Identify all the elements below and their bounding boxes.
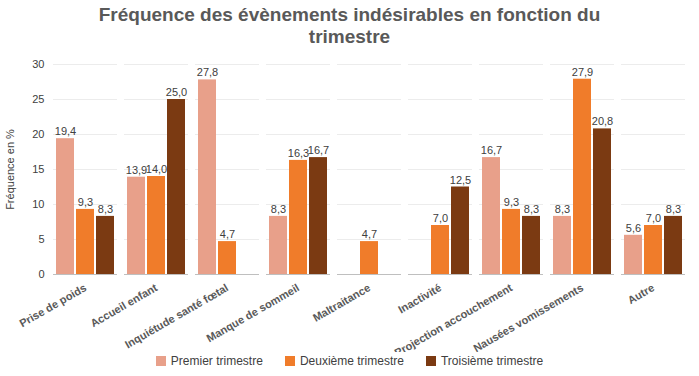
svg-text:15: 15 <box>32 163 44 175</box>
svg-text:Autre: Autre <box>625 281 656 306</box>
svg-text:19,4: 19,4 <box>55 125 76 137</box>
svg-text:27,9: 27,9 <box>572 66 593 78</box>
svg-text:9,3: 9,3 <box>504 196 519 208</box>
svg-text:13,9: 13,9 <box>126 164 147 176</box>
svg-text:9,3: 9,3 <box>78 196 93 208</box>
html-text:Troisième trimestre: Troisième trimestre <box>440 354 544 368</box>
svg-text:Inquiétude santé fœtal: Inquiétude santé fœtal <box>122 281 231 351</box>
svg-text:7,0: 7,0 <box>646 212 661 224</box>
svg-text:8,3: 8,3 <box>524 203 539 215</box>
svg-text:12,5: 12,5 <box>450 174 471 186</box>
svg-text:7,0: 7,0 <box>433 212 448 224</box>
html-text:Fréquence des évènements indés: Fréquence des évènements indésirables en… <box>98 4 601 47</box>
svg-text:27,8: 27,8 <box>197 66 218 78</box>
svg-text:4,7: 4,7 <box>362 228 377 240</box>
svg-text:0: 0 <box>38 268 44 280</box>
svg-text:8,3: 8,3 <box>666 203 681 215</box>
svg-text:8,3: 8,3 <box>555 203 570 215</box>
svg-text:4,7: 4,7 <box>220 228 235 240</box>
svg-text:Manque de sommeil: Manque de sommeil <box>204 281 301 344</box>
svg-text:25,0: 25,0 <box>166 86 187 98</box>
svg-text:Inactivité: Inactivité <box>396 281 443 315</box>
html-text:Deuxième trimestre: Deuxième trimestre <box>299 354 404 368</box>
svg-text:5,6: 5,6 <box>626 222 641 234</box>
svg-text:14,0: 14,0 <box>146 163 167 175</box>
svg-text:16,7: 16,7 <box>308 144 329 156</box>
svg-text:30: 30 <box>32 58 44 70</box>
svg-text:16,7: 16,7 <box>481 144 502 156</box>
svg-text:20,8: 20,8 <box>592 115 613 127</box>
svg-text:10: 10 <box>32 198 44 210</box>
svg-text:Prise de poids: Prise de poids <box>17 281 88 329</box>
svg-text:16,3: 16,3 <box>288 147 309 159</box>
svg-text:Nausées vomissements: Nausées vomissements <box>471 281 585 352</box>
html-text:Premier trimestre: Premier trimestre <box>170 354 263 368</box>
svg-text:Fréquence en %: Fréquence en % <box>4 129 16 210</box>
svg-text:8,3: 8,3 <box>98 203 113 215</box>
svg-text:5: 5 <box>38 233 44 245</box>
svg-text:Maltraitance: Maltraitance <box>311 281 373 323</box>
svg-text:Accueil enfant: Accueil enfant <box>88 281 159 329</box>
svg-text:25: 25 <box>32 93 44 105</box>
svg-text:20: 20 <box>32 128 44 140</box>
svg-text:8,3: 8,3 <box>271 203 286 215</box>
